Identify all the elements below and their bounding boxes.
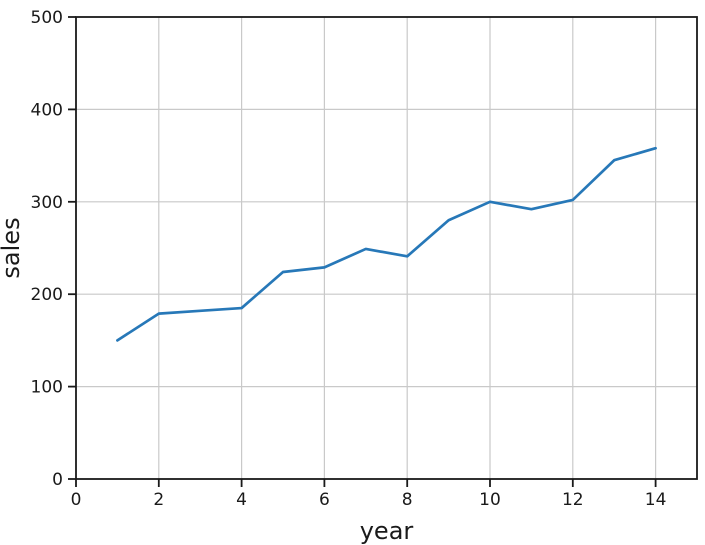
data-series xyxy=(116,146,657,342)
y-tick-label: 400 xyxy=(31,100,63,120)
y-tick-labels: 0 100 200 300 400 500 xyxy=(31,8,63,490)
plot-border xyxy=(75,16,698,480)
y-tick-label: 500 xyxy=(31,8,63,28)
y-tick-label: 200 xyxy=(31,285,63,305)
x-tick-label: 4 xyxy=(236,490,247,510)
y-axis-label: sales xyxy=(0,217,25,278)
x-tick-label: 6 xyxy=(319,490,330,510)
plot-spines xyxy=(75,16,698,480)
y-tick-label: 300 xyxy=(31,193,63,213)
gridlines xyxy=(75,16,697,480)
x-axis-label: year xyxy=(360,517,414,545)
x-tick-label: 10 xyxy=(479,490,501,510)
axis-ticks xyxy=(68,16,657,487)
x-tick-label: 2 xyxy=(153,490,164,510)
sales-line xyxy=(116,146,657,342)
x-tick-label: 8 xyxy=(402,490,413,510)
x-tick-label: 12 xyxy=(562,490,584,510)
x-tick-labels: 0 2 4 6 8 10 12 14 xyxy=(71,490,667,510)
x-tick-label: 14 xyxy=(645,490,667,510)
y-tick-label: 0 xyxy=(52,470,63,490)
x-tick-label: 0 xyxy=(71,490,82,510)
y-tick-label: 100 xyxy=(31,378,63,398)
